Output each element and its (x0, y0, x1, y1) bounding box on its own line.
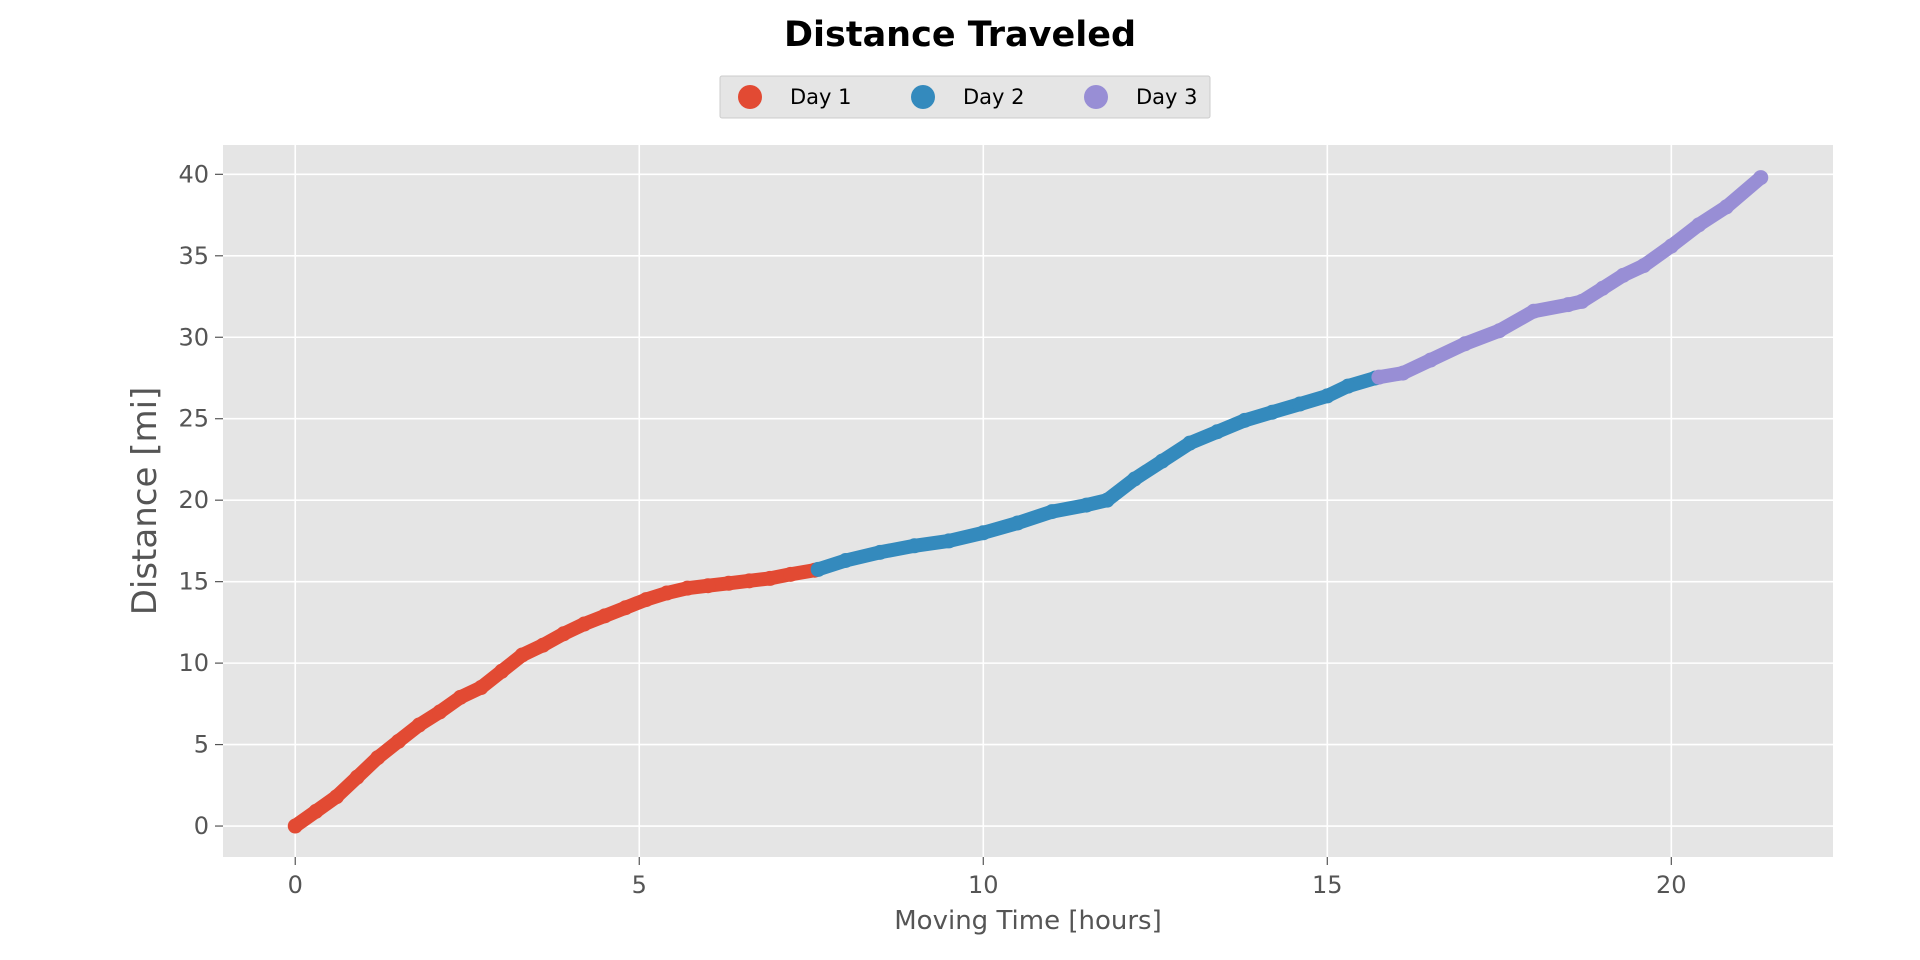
chart-title: Distance Traveled (784, 15, 1136, 55)
data-point (1237, 412, 1253, 428)
data-point (473, 680, 489, 696)
legend-item-day-2: Day 2 (911, 85, 1025, 109)
data-point (1371, 369, 1387, 385)
data-point (329, 789, 345, 805)
data-point (1154, 453, 1170, 469)
legend-item-day-3: Day 3 (1084, 85, 1198, 109)
data-point (1663, 238, 1679, 254)
tick-layer: 0 5 10 15 20 0 5 10 15 20 25 30 35 40 (178, 160, 1686, 899)
data-point (618, 600, 633, 616)
data-point (370, 750, 386, 766)
data-point (1292, 396, 1308, 412)
y-tick-label: 30 (178, 323, 209, 351)
grid (223, 145, 1833, 857)
data-point (1718, 199, 1734, 215)
y-tick-label: 20 (178, 486, 209, 514)
data-point (1395, 365, 1411, 381)
data-point (308, 803, 324, 819)
data-point (1526, 303, 1542, 319)
data-point (838, 552, 854, 568)
y-tick-label: 40 (178, 160, 209, 188)
legend-marker (911, 85, 935, 109)
data-point (700, 578, 716, 594)
data-point (1615, 267, 1631, 283)
data-point (1099, 492, 1115, 508)
data-point (411, 717, 427, 733)
legend-label: Day 1 (790, 85, 852, 109)
data-point (721, 575, 737, 591)
data-point (872, 544, 888, 560)
data-point (535, 637, 551, 653)
data-point (1209, 424, 1225, 440)
data-point (975, 525, 991, 541)
legend-frame (719, 75, 1211, 119)
legend-label: Day 2 (963, 85, 1025, 109)
data-point (1595, 280, 1611, 296)
legend-item-day-1: Day 1 (738, 85, 852, 109)
y-tick-label: 10 (178, 649, 209, 677)
data-point (556, 626, 572, 642)
y-tick-label: 25 (178, 405, 209, 433)
y-tick-label: 5 (194, 731, 209, 759)
x-tick-label: 10 (968, 871, 999, 899)
data-point (494, 663, 510, 679)
data-point (1078, 497, 1094, 513)
data-point (1491, 323, 1507, 339)
data-point (390, 733, 406, 749)
data-point (1560, 297, 1576, 313)
data-point (1691, 217, 1707, 233)
y-tick-label: 15 (178, 568, 209, 596)
data-point (679, 580, 695, 596)
data-point (1010, 515, 1026, 531)
data-point (1340, 378, 1356, 394)
x-tick-label: 20 (1656, 871, 1687, 899)
data-point (1182, 435, 1198, 451)
data-point (349, 769, 365, 785)
data-point (1264, 404, 1280, 420)
data-point (1044, 504, 1060, 520)
x-tick-label: 15 (1312, 871, 1343, 899)
data-point (1319, 388, 1335, 404)
data-point (638, 592, 654, 608)
data-point (783, 566, 799, 582)
y-tick-label: 0 (194, 812, 209, 840)
series-layer (287, 170, 1769, 834)
plot-area (223, 145, 1833, 857)
data-point (1574, 293, 1590, 309)
legend-label: Day 3 (1136, 85, 1198, 109)
data-point (906, 538, 922, 554)
data-point (1423, 352, 1438, 368)
legend: Day 1 Day 2 Day 3 (719, 75, 1211, 119)
data-point (1127, 471, 1143, 487)
data-point (1457, 336, 1473, 352)
y-axis-label: Distance [mi] (125, 387, 165, 616)
legend-marker (1084, 85, 1108, 109)
x-axis-label: Moving Time [hours] (894, 906, 1161, 936)
data-point (1753, 170, 1769, 186)
legend-marker (738, 85, 762, 109)
x-tick-label: 0 (288, 871, 303, 899)
data-point (941, 533, 957, 549)
data-point (576, 616, 592, 632)
data-point (432, 704, 448, 720)
data-point (810, 561, 826, 577)
data-point (1636, 258, 1652, 274)
data-point (452, 689, 468, 705)
data-point (741, 573, 757, 589)
y-tick-label: 35 (178, 242, 209, 270)
data-point (287, 818, 303, 834)
data-point (597, 608, 613, 624)
data-point (514, 647, 530, 663)
data-point (659, 585, 675, 601)
data-point (762, 570, 778, 586)
x-tick-label: 5 (632, 871, 647, 899)
